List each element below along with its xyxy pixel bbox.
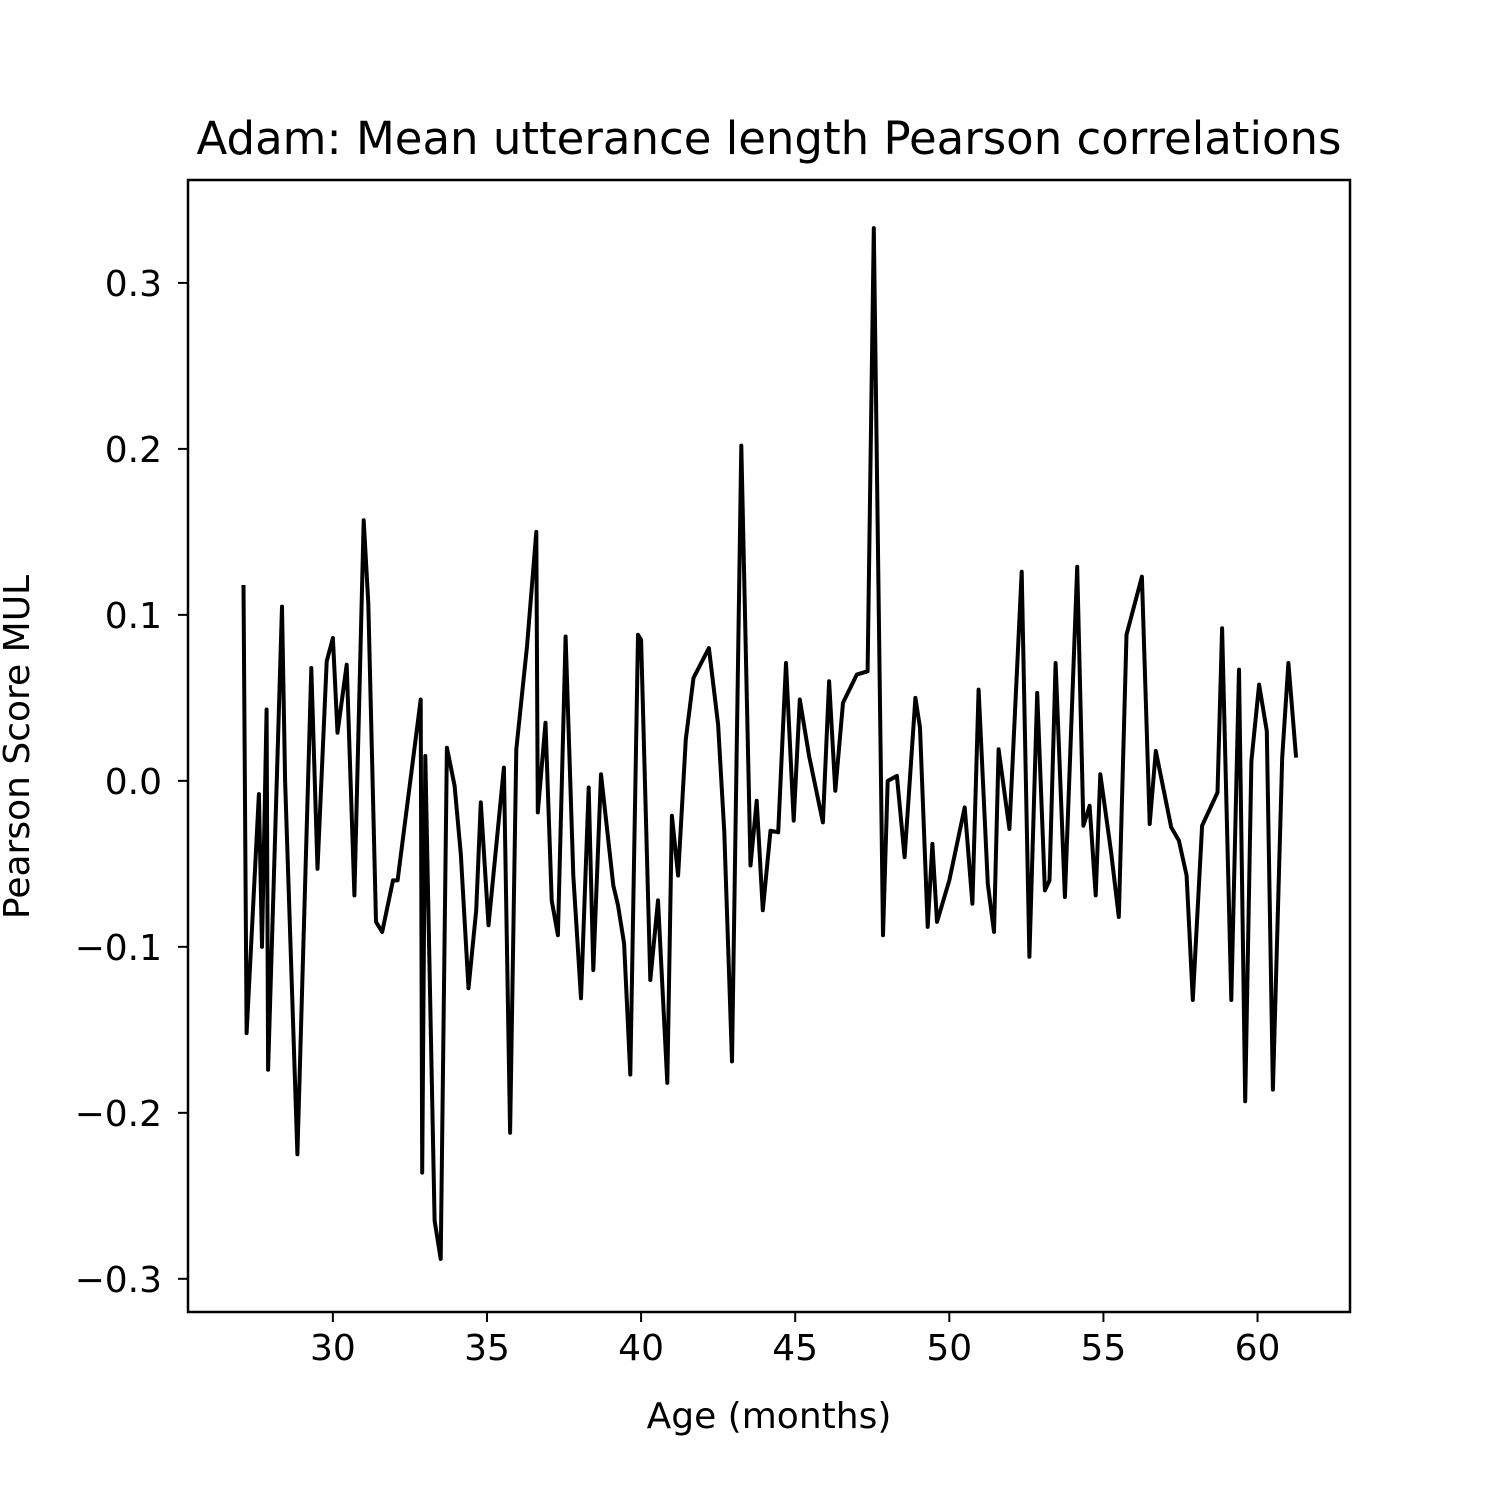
y-axis: −0.3 −0.2 −0.1 0.0 0.1 0.2 0.3 bbox=[75, 264, 188, 1301]
chart-title: Adam: Mean utterance length Pearson corr… bbox=[197, 112, 1342, 165]
y-tick-label: −0.1 bbox=[75, 928, 162, 969]
x-tick-label: 60 bbox=[1235, 1328, 1281, 1369]
x-axis: 30 35 40 45 50 55 60 bbox=[310, 1312, 1280, 1369]
y-axis-label: Pearson Score MUL bbox=[0, 575, 38, 919]
plot-area bbox=[241, 226, 1299, 1261]
x-tick-label: 40 bbox=[618, 1328, 664, 1369]
plot-frame bbox=[186, 178, 1352, 1314]
y-tick-label: 0.0 bbox=[105, 762, 162, 803]
y-tick-label: 0.3 bbox=[105, 264, 162, 305]
series-line-0 bbox=[241, 226, 1299, 1261]
x-tick-label: 45 bbox=[772, 1328, 818, 1369]
y-tick-label: 0.2 bbox=[105, 430, 162, 471]
y-tick-label: −0.2 bbox=[75, 1094, 162, 1135]
x-tick-label: 30 bbox=[310, 1328, 356, 1369]
x-axis-label: Age (months) bbox=[647, 1396, 892, 1437]
x-tick-label: 50 bbox=[926, 1328, 972, 1369]
x-tick-label: 35 bbox=[464, 1328, 510, 1369]
y-tick-label: 0.1 bbox=[105, 596, 162, 637]
y-tick-label: −0.3 bbox=[75, 1260, 162, 1301]
x-tick-label: 55 bbox=[1081, 1328, 1127, 1369]
